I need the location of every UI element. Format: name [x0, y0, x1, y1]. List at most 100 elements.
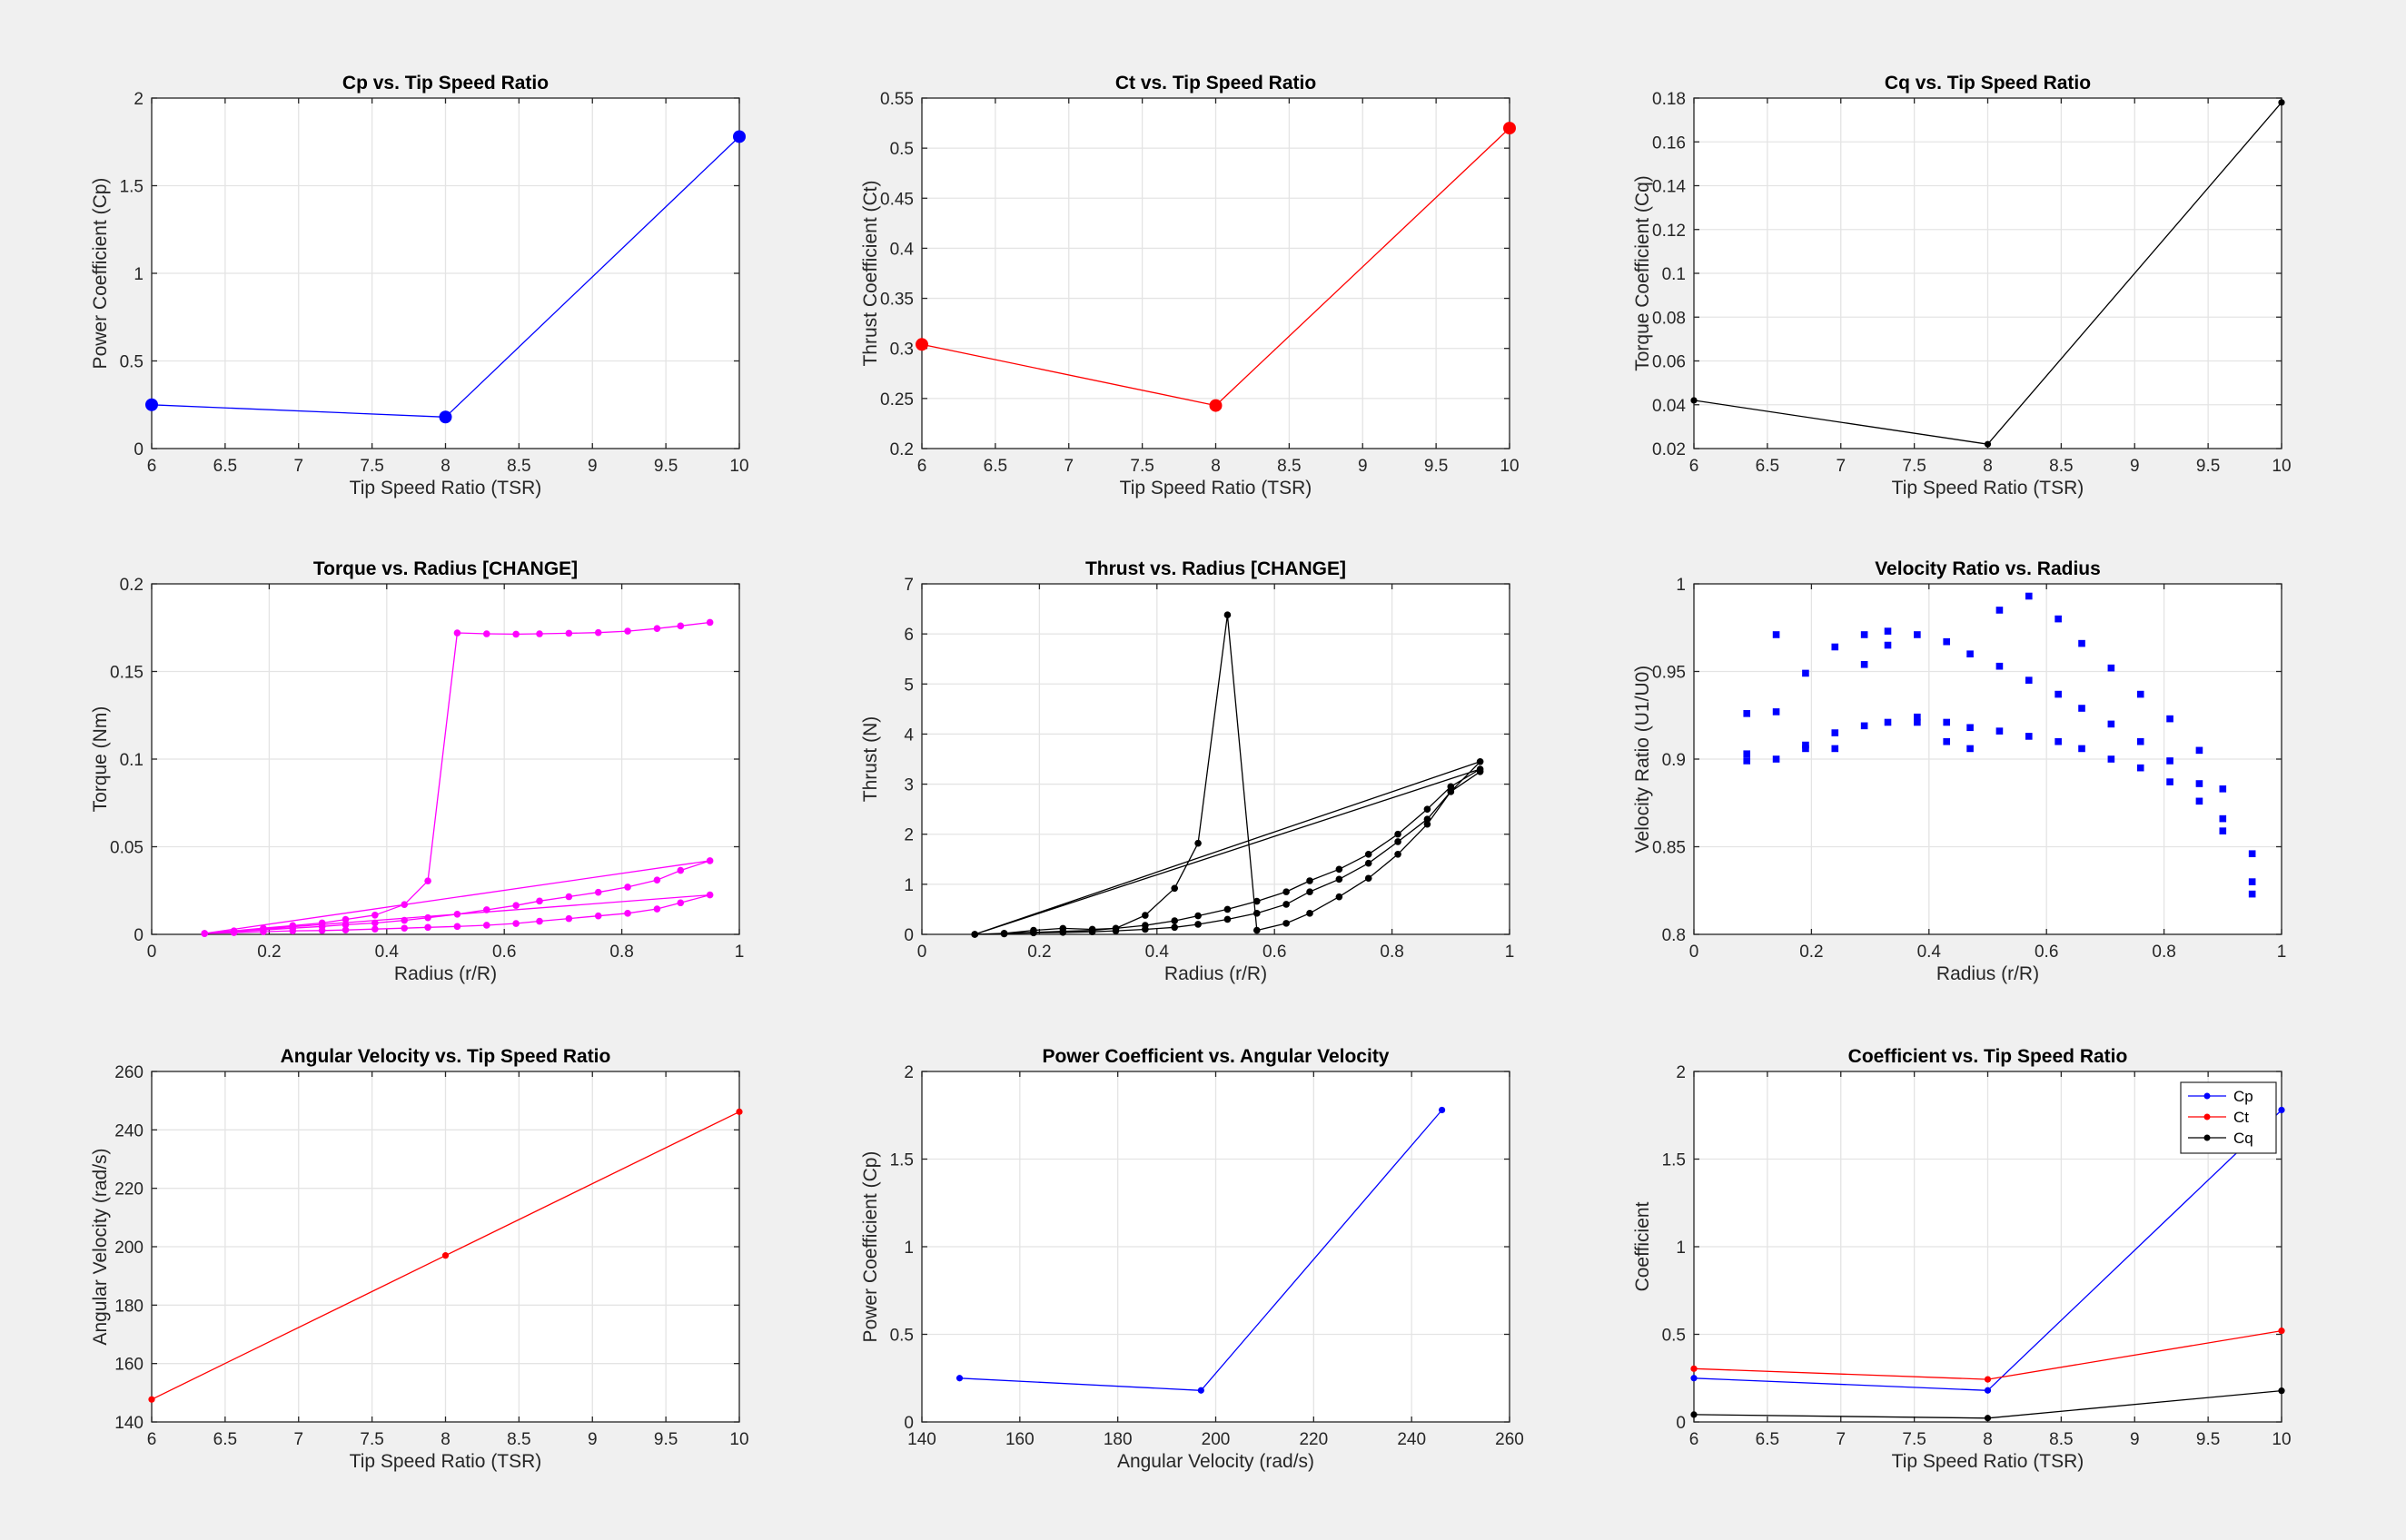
data-point — [1772, 755, 1780, 763]
x-tick-label: 6.5 — [213, 1430, 237, 1449]
x-tick-label: 6 — [147, 1430, 157, 1449]
x-tick-label: 8.5 — [507, 1430, 530, 1449]
data-point — [736, 1108, 743, 1115]
data-point — [2219, 814, 2227, 823]
y-tick-label: 0.35 — [880, 291, 914, 310]
y-axis-label: Angular Velocity (rad/s) — [90, 1148, 111, 1345]
y-tick-label: 0.06 — [1652, 353, 1686, 372]
x-tick-label: 0.4 — [1145, 943, 1170, 962]
data-point — [1743, 757, 1751, 765]
data-point — [2195, 780, 2203, 787]
data-point — [1966, 650, 1974, 657]
data-point — [1438, 1106, 1446, 1114]
chart-title: Torque vs. Radius [CHANGE] — [313, 558, 578, 579]
data-point — [201, 930, 209, 937]
x-tick-label: 0 — [147, 943, 157, 962]
y-tick-label: 1 — [1676, 576, 1686, 595]
y-tick-label: 1 — [1676, 1239, 1686, 1258]
data-point — [1966, 724, 1974, 732]
data-point — [565, 629, 573, 637]
x-axis-label: Tip Speed Ratio (TSR) — [350, 478, 542, 499]
data-point — [916, 338, 928, 351]
data-point — [2136, 690, 2144, 698]
data-point — [1802, 745, 1809, 753]
x-tick-label: 0.6 — [2035, 943, 2058, 962]
data-point — [453, 923, 461, 931]
chart-coeff_tsr: 6 6.5 7 7.5 8 8.5 9 9.5 10 0 0.5 1 1.5 2 Coefficient v… — [1632, 1046, 2292, 1472]
x-tick-label: 6 — [147, 457, 157, 476]
data-point — [1000, 930, 1008, 937]
y-tick-label: 2 — [904, 826, 914, 845]
data-point — [482, 922, 490, 929]
data-point — [512, 902, 520, 909]
x-tick-label: 7 — [1064, 457, 1074, 476]
x-tick-label: 9 — [588, 457, 598, 476]
data-point — [1914, 631, 1921, 638]
y-tick-label: 160 — [114, 1356, 144, 1375]
data-point — [1394, 830, 1401, 838]
x-tick-label: 0.4 — [1917, 943, 1942, 962]
y-tick-label: 2 — [904, 1063, 914, 1082]
data-point — [371, 925, 379, 933]
y-tick-label: 2 — [1676, 1063, 1686, 1082]
data-point — [2025, 733, 2033, 740]
data-point — [289, 922, 297, 930]
data-point — [453, 629, 461, 637]
data-point — [1282, 888, 1290, 895]
chart-cp_omega: 140 160 180 200 220 240 260 0 0.5 1 1.5 2 Power Coef… — [860, 1046, 1524, 1472]
data-point — [565, 914, 573, 923]
y-tick-label: 0.85 — [1652, 839, 1686, 858]
data-point — [2278, 99, 2285, 106]
data-point — [1209, 399, 1223, 412]
chart-torque_radius: 0 0.2 0.4 0.6 0.8 1 0 0.05 0.1 0.15 0.2 Torque vs. … — [90, 558, 744, 984]
data-point — [1088, 925, 1096, 933]
y-axis-label: Torque (Nm) — [90, 706, 111, 813]
y-tick-label: 0.5 — [890, 1327, 914, 1346]
y-tick-label: 140 — [114, 1414, 144, 1433]
y-tick-label: 1.5 — [1662, 1151, 1686, 1170]
data-point — [565, 893, 573, 901]
y-tick-label: 0.5 — [890, 140, 914, 159]
y-axis-label: Torque Coefficient (Cq) — [1632, 175, 1653, 371]
x-tick-label: 8 — [1983, 457, 1993, 476]
data-point — [677, 866, 685, 874]
data-point — [371, 911, 379, 919]
data-point — [1966, 745, 1974, 753]
data-point — [2248, 850, 2256, 858]
data-point — [1884, 718, 1892, 726]
legend-entry: Ct — [2233, 1109, 2249, 1126]
data-point — [1306, 888, 1313, 895]
axes-box — [921, 583, 1510, 935]
data-point — [1335, 865, 1343, 874]
legend-box — [2180, 1081, 2277, 1154]
chart-cp_tsr: 6 6.5 7 7.5 8 8.5 9 9.5 10 0 0.5 1 1.5 2 Cp vs. Tip Sp… — [90, 73, 749, 499]
data-point — [1194, 912, 1202, 920]
data-point — [653, 905, 661, 913]
x-tick-label: 8.5 — [507, 457, 530, 476]
data-point — [955, 1375, 964, 1382]
x-tick-label: 0.8 — [1380, 943, 1403, 962]
data-point — [2195, 797, 2203, 805]
chart-title: Cq vs. Tip Speed Ratio — [1885, 73, 2091, 94]
x-tick-label: 200 — [1202, 1430, 1231, 1449]
data-point — [2278, 1387, 2285, 1395]
x-tick-label: 140 — [907, 1430, 936, 1449]
data-point — [1306, 877, 1313, 884]
x-tick-label: 10 — [729, 1430, 748, 1449]
y-tick-label: 0 — [1676, 1414, 1686, 1433]
data-point — [441, 1252, 450, 1259]
data-point — [342, 915, 350, 923]
data-point — [594, 912, 602, 920]
x-axis-label: Angular Velocity (rad/s) — [1117, 1451, 1314, 1472]
data-point — [482, 906, 490, 913]
y-axis-label: Thrust (N) — [860, 716, 881, 803]
y-tick-label: 0.14 — [1652, 178, 1686, 197]
data-point — [733, 130, 746, 143]
y-tick-label: 0.12 — [1652, 222, 1686, 241]
data-point — [1394, 838, 1401, 845]
data-point — [1335, 893, 1343, 901]
data-point — [1476, 767, 1484, 775]
data-point — [439, 410, 452, 424]
y-tick-label: 0.02 — [1652, 440, 1686, 459]
